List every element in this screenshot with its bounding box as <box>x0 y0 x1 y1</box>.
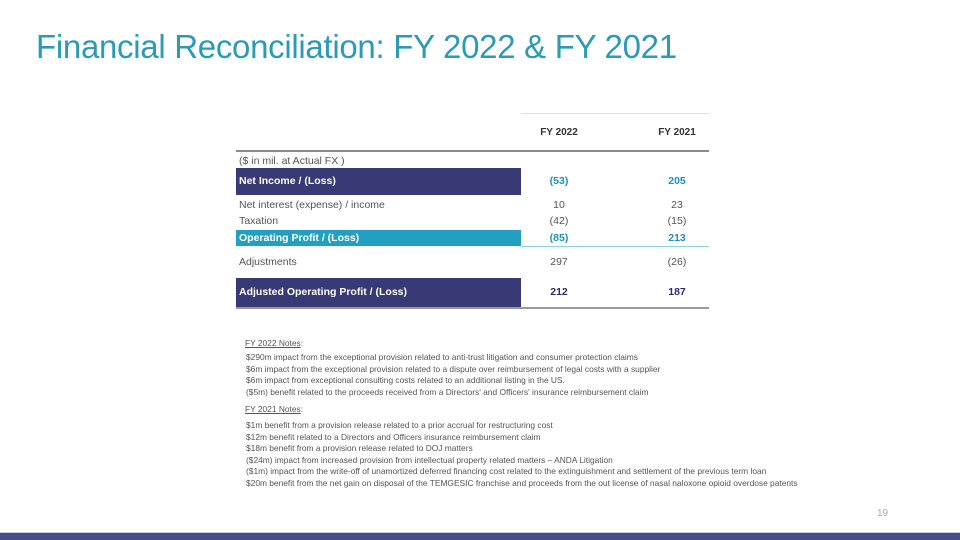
value-fy2022: (42) <box>549 215 569 227</box>
row-band <box>236 230 521 246</box>
row-band <box>236 168 521 195</box>
value-fy2021: 213 <box>668 232 686 244</box>
value-fy2021: (15) <box>667 215 687 227</box>
row-label: Adjusted Operating Profit / (Loss) <box>239 286 408 298</box>
page-number: 19 <box>877 508 889 519</box>
note-item: $12m benefit related to a Directors and … <box>246 431 541 442</box>
column-header-fy2021: FY 2021 <box>658 127 696 138</box>
row-band <box>236 278 521 307</box>
note-item: ($1m) impact from the write-off of unamo… <box>246 466 767 477</box>
value-fy2021: 23 <box>671 199 683 211</box>
row-label: Taxation <box>239 215 279 227</box>
row-label: Adjustments <box>239 256 297 268</box>
footer-bar <box>0 532 960 540</box>
note-item: ($24m) impact from increased provision f… <box>246 454 613 465</box>
note-item: ($5m) benefit related to the proceeds re… <box>246 386 649 397</box>
row-label: Net Income / (Loss) <box>239 175 336 187</box>
colon: : <box>300 338 304 348</box>
row-rule <box>521 246 709 247</box>
column-header-fy2022: FY 2022 <box>540 127 578 138</box>
table-top-rule <box>521 113 709 114</box>
table-row: Net interest (expense) / income 10 23 <box>236 198 709 212</box>
notes-2022-heading-text: FY 2022 Notes <box>245 338 301 348</box>
row-label: Operating Profit / (Loss) <box>239 232 360 244</box>
value-fy2022: 297 <box>550 256 568 268</box>
header-rule <box>236 150 709 152</box>
value-fy2021: 205 <box>668 175 686 187</box>
colon: : <box>300 404 304 414</box>
row-label: Net interest (expense) / income <box>239 199 385 211</box>
note-item: $20m benefit from the net gain on dispos… <box>246 478 798 488</box>
value-fy2021: (26) <box>667 256 687 268</box>
note-item: $6m impact from exceptional consulting c… <box>246 375 565 386</box>
table-row: Taxation (42) (15) <box>236 214 709 228</box>
note-item: $6m impact from the exceptional provisio… <box>246 363 661 374</box>
value-fy2021: 187 <box>668 286 686 298</box>
notes-2021-heading: FY 2021 Notes: <box>245 404 303 414</box>
note-item: $290m impact from the exceptional provis… <box>246 352 638 362</box>
note-item: $1m benefit from a provision release rel… <box>246 420 553 430</box>
table-bottom-rule <box>236 307 709 309</box>
note-item: $18m benefit from a provision release re… <box>246 443 473 454</box>
table-row: Operating Profit / (Loss) (85) 213 <box>236 230 709 247</box>
unit-note: ($ in mil. at Actual FX ) <box>239 155 345 167</box>
value-fy2022: (85) <box>549 232 569 244</box>
value-fy2022: 10 <box>553 199 565 211</box>
value-fy2022: 212 <box>550 286 568 298</box>
notes-2021-heading-text: FY 2021 Notes <box>245 404 301 414</box>
table-row: Adjusted Operating Profit / (Loss) 212 187 <box>236 278 709 309</box>
page-title: Financial Reconciliation: FY 2022 & FY 2… <box>36 28 677 65</box>
value-fy2022: (53) <box>549 175 569 187</box>
table-row: Adjustments 297 (26) <box>236 252 709 272</box>
table-row: Net Income / (Loss) (53) 205 <box>236 168 709 195</box>
notes-2022-heading: FY 2022 Notes: <box>245 338 303 348</box>
